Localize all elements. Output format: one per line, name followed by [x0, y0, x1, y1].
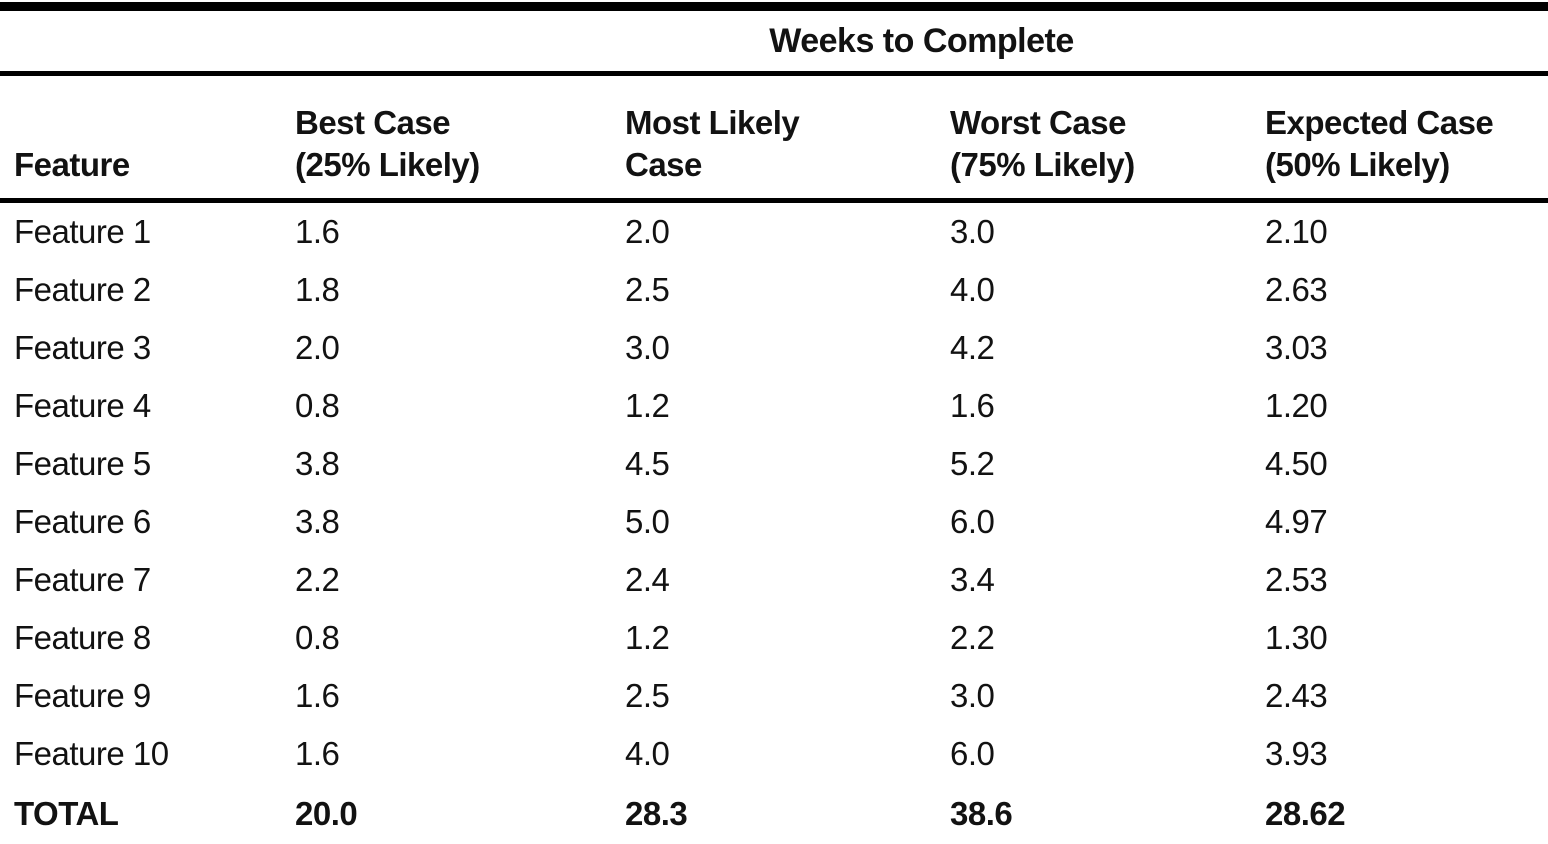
header-expected-case-line1: Expected Case [1265, 104, 1494, 141]
total-label-cell: TOTAL [14, 795, 119, 832]
expected-case-cell: 2.53 [1265, 561, 1328, 598]
most-likely-cell: 4.5 [625, 445, 670, 482]
worst-case-cell: 3.0 [950, 677, 995, 714]
worst-case-cell: 4.2 [950, 329, 995, 366]
header-best-case: Best Case (25% Likely) [295, 73, 625, 203]
table-title: Weeks to Complete [295, 6, 1548, 76]
total-worst-case-cell: 38.6 [950, 795, 1013, 832]
most-likely-cell: 4.0 [625, 735, 670, 772]
feature-cell: Feature 4 [14, 387, 151, 424]
header-worst-case-line1: Worst Case [950, 104, 1126, 141]
expected-case-cell: 3.93 [1265, 735, 1328, 772]
worst-case-cell: 5.2 [950, 445, 995, 482]
total-best-case-cell: 20.0 [295, 795, 358, 832]
header-most-likely-line1: Most Likely [625, 104, 800, 141]
most-likely-cell: 5.0 [625, 503, 670, 540]
feature-cell: Feature 7 [14, 561, 151, 598]
title-spacer-cell [0, 6, 295, 76]
expected-case-cell: 4.50 [1265, 445, 1328, 482]
header-feature-label: Feature [14, 146, 130, 183]
most-likely-cell: 2.5 [625, 677, 670, 714]
feature-cell: Feature 8 [14, 619, 151, 656]
header-feature: Feature [0, 73, 295, 203]
best-case-cell: 1.8 [295, 271, 340, 308]
best-case-cell: 0.8 [295, 619, 340, 656]
table-row: Feature 10 1.6 4.0 6.0 3.93 [0, 725, 1548, 783]
table-row: Feature 3 2.0 3.0 4.2 3.03 [0, 319, 1548, 377]
table-row: Feature 8 0.8 1.2 2.2 1.30 [0, 609, 1548, 667]
most-likely-cell: 1.2 [625, 619, 670, 656]
feature-cell: Feature 6 [14, 503, 151, 540]
header-most-likely-line2: Case [625, 146, 702, 183]
best-case-cell: 3.8 [295, 445, 340, 482]
feature-cell: Feature 10 [14, 735, 169, 772]
feature-cell: Feature 1 [14, 213, 151, 250]
best-case-cell: 3.8 [295, 503, 340, 540]
table-row: Feature 2 1.8 2.5 4.0 2.63 [0, 261, 1548, 319]
worst-case-cell: 3.0 [950, 213, 995, 250]
worst-case-cell: 6.0 [950, 503, 995, 540]
most-likely-cell: 2.5 [625, 271, 670, 308]
header-worst-case-line2: (75% Likely) [950, 146, 1135, 183]
feature-cell: Feature 3 [14, 329, 151, 366]
table-title-row: Weeks to Complete [0, 6, 1548, 76]
table-row: Feature 6 3.8 5.0 6.0 4.97 [0, 493, 1548, 551]
total-expected-case-cell: 28.62 [1265, 795, 1346, 832]
worst-case-cell: 3.4 [950, 561, 995, 598]
worst-case-cell: 6.0 [950, 735, 995, 772]
expected-case-cell: 2.10 [1265, 213, 1328, 250]
best-case-cell: 0.8 [295, 387, 340, 424]
best-case-cell: 1.6 [295, 735, 340, 772]
best-case-cell: 1.6 [295, 213, 340, 250]
feature-cell: Feature 5 [14, 445, 151, 482]
table-header-row: Feature Best Case (25% Likely) Most Like… [0, 73, 1548, 203]
expected-case-cell: 4.97 [1265, 503, 1328, 540]
table-row: Feature 7 2.2 2.4 3.4 2.53 [0, 551, 1548, 609]
expected-case-cell: 2.43 [1265, 677, 1328, 714]
header-expected-case: Expected Case (50% Likely) [1265, 73, 1548, 203]
table-row: Feature 1 1.6 2.0 3.0 2.10 [0, 201, 1548, 262]
table-row: Feature 9 1.6 2.5 3.0 2.43 [0, 667, 1548, 725]
total-most-likely-cell: 28.3 [625, 795, 688, 832]
header-best-case-line1: Best Case [295, 104, 451, 141]
expected-case-cell: 1.20 [1265, 387, 1328, 424]
feature-cell: Feature 2 [14, 271, 151, 308]
most-likely-cell: 2.4 [625, 561, 670, 598]
most-likely-cell: 1.2 [625, 387, 670, 424]
header-expected-case-line2: (50% Likely) [1265, 146, 1450, 183]
expected-case-cell: 3.03 [1265, 329, 1328, 366]
header-best-case-line2: (25% Likely) [295, 146, 480, 183]
header-most-likely-case: Most Likely Case [625, 73, 950, 203]
worst-case-cell: 4.0 [950, 271, 995, 308]
expected-case-cell: 2.63 [1265, 271, 1328, 308]
most-likely-cell: 2.0 [625, 213, 670, 250]
total-row: TOTAL 20.0 28.3 38.6 28.62 [0, 783, 1548, 844]
worst-case-cell: 1.6 [950, 387, 995, 424]
best-case-cell: 2.0 [295, 329, 340, 366]
worst-case-cell: 2.2 [950, 619, 995, 656]
table-row: Feature 4 0.8 1.2 1.6 1.20 [0, 377, 1548, 435]
feature-cell: Feature 9 [14, 677, 151, 714]
most-likely-cell: 3.0 [625, 329, 670, 366]
header-worst-case: Worst Case (75% Likely) [950, 73, 1265, 203]
expected-case-cell: 1.30 [1265, 619, 1328, 656]
best-case-cell: 1.6 [295, 677, 340, 714]
best-case-cell: 2.2 [295, 561, 340, 598]
table-row: Feature 5 3.8 4.5 5.2 4.50 [0, 435, 1548, 493]
